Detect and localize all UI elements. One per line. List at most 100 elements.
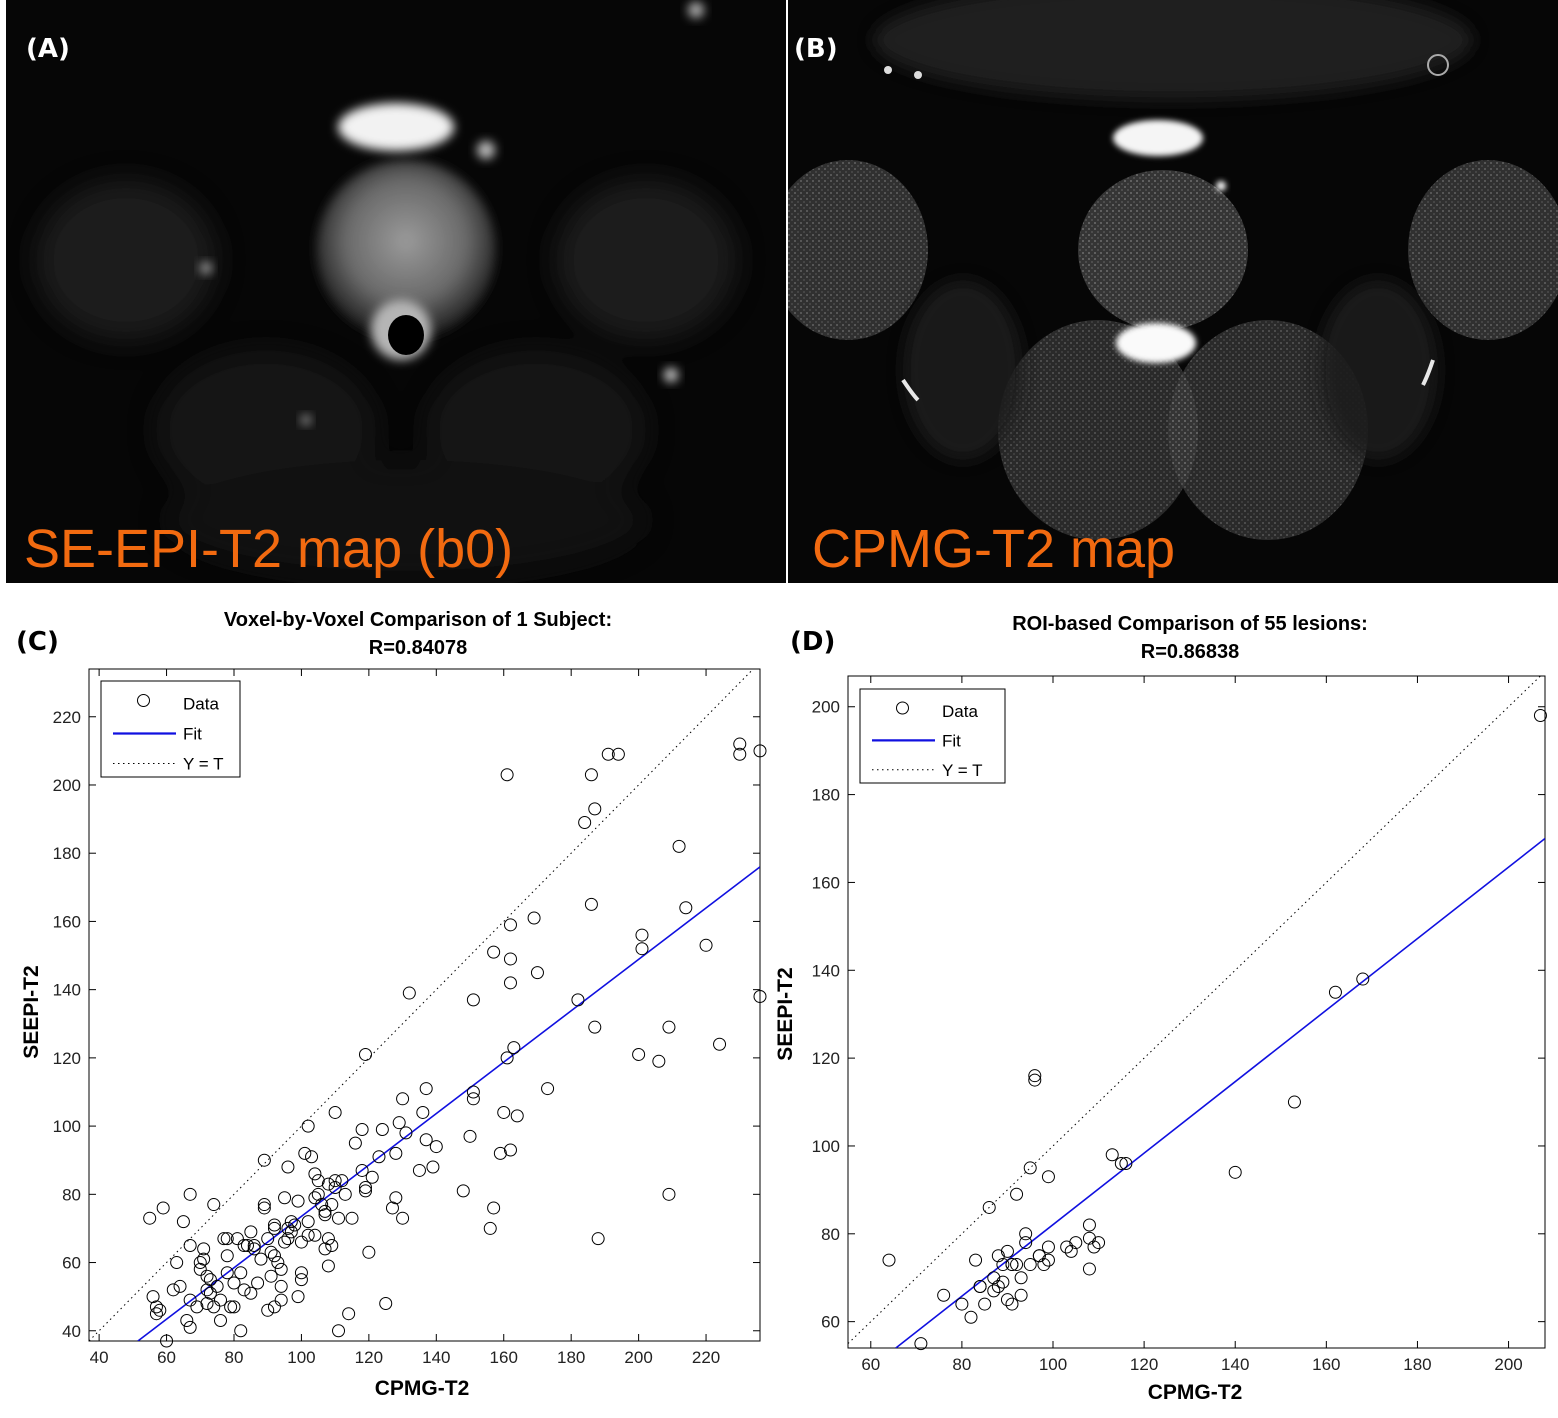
data-point	[149, 1300, 163, 1314]
data-point	[348, 1136, 362, 1150]
data-point	[328, 1105, 342, 1119]
data-point	[392, 1116, 406, 1130]
y-tick-label: 200	[812, 698, 840, 717]
data-point	[652, 1054, 666, 1068]
x-tick-label: 60	[157, 1348, 176, 1367]
legend-label: Fit	[942, 731, 961, 750]
y-tick-label: 100	[812, 1137, 840, 1156]
data-point	[1228, 1165, 1242, 1179]
y-tick-label: 180	[812, 786, 840, 805]
data-point	[1533, 709, 1547, 723]
data-point	[1114, 1157, 1128, 1171]
data-point	[301, 1119, 315, 1133]
data-point	[143, 1211, 157, 1225]
y-tick-label: 140	[812, 961, 840, 980]
data-point	[713, 1037, 727, 1051]
data-point	[996, 1275, 1010, 1289]
data-point	[355, 1163, 369, 1177]
data-point	[978, 1297, 992, 1311]
plot-area	[847, 675, 1546, 1349]
data-point	[1014, 1288, 1028, 1302]
data-point	[679, 901, 693, 915]
data-point	[402, 986, 416, 1000]
axis-ticks: 60 80 100 120 140 160 180 200 60 80 100 120 140 160 18…	[812, 676, 1545, 1374]
data-point	[214, 1293, 228, 1307]
data-point	[399, 1126, 413, 1140]
data-point	[416, 1105, 430, 1119]
data-point	[635, 928, 649, 942]
x-axis-label: CPMG-T2	[375, 1377, 470, 1400]
data-point	[321, 1232, 335, 1246]
panel-a-label: (A)	[26, 34, 70, 64]
data-point	[311, 1174, 325, 1188]
data-point	[389, 1146, 403, 1160]
legend-label: Fit	[183, 725, 202, 744]
data-point	[1082, 1262, 1096, 1276]
data-point	[190, 1300, 204, 1314]
data-point	[503, 952, 517, 966]
data-point	[288, 1218, 302, 1232]
x-tick-label: 200	[1494, 1355, 1522, 1374]
x-tick-label: 180	[557, 1348, 585, 1367]
data-point	[1005, 1297, 1019, 1311]
legend-marker-data	[137, 694, 150, 707]
data-point	[183, 1293, 197, 1307]
data-point	[662, 1187, 676, 1201]
y-tick-label: 120	[812, 1049, 840, 1068]
cpmg-t2-map-graphic	[788, 0, 1558, 583]
data-point	[456, 1184, 470, 1198]
data-point	[1119, 1157, 1133, 1171]
data-point	[385, 1201, 399, 1215]
data-point	[1010, 1187, 1024, 1201]
data-point	[429, 1140, 443, 1154]
legend: Data Fit Y = T	[859, 688, 1006, 784]
data-point	[964, 1310, 978, 1324]
data-point	[1041, 1240, 1055, 1254]
data-point	[274, 1262, 288, 1276]
x-tick-label: 160	[1312, 1355, 1340, 1374]
data-point	[969, 1253, 983, 1267]
panel-b-label: (B)	[794, 34, 838, 64]
data-point	[237, 1238, 251, 1252]
data-point	[247, 1238, 261, 1252]
data-point	[197, 1252, 211, 1266]
data-point	[1287, 1095, 1301, 1109]
data-point	[571, 993, 585, 1007]
data-point	[672, 839, 686, 853]
data-point	[466, 993, 480, 1007]
data-point	[210, 1279, 224, 1293]
data-point	[251, 1276, 265, 1290]
data-point	[220, 1232, 234, 1246]
data-point	[1082, 1218, 1096, 1232]
x-tick-label: 180	[1403, 1355, 1431, 1374]
data-point	[325, 1238, 339, 1252]
data-point	[160, 1334, 174, 1348]
data-point	[224, 1300, 238, 1314]
data-point	[281, 1232, 295, 1246]
data-point	[937, 1288, 951, 1302]
data-point	[379, 1296, 393, 1310]
data-point	[733, 747, 747, 761]
se-epi-t2-map-graphic	[6, 0, 786, 583]
data-point	[200, 1269, 214, 1283]
data-point	[308, 1228, 322, 1242]
panel-a-caption: SE-EPI-T2 map (b0)	[24, 519, 514, 579]
data-point	[365, 1170, 379, 1184]
data-point	[298, 1146, 312, 1160]
data-point	[1000, 1293, 1014, 1307]
data-point	[987, 1284, 1001, 1298]
data-point	[183, 1187, 197, 1201]
data-point	[146, 1290, 160, 1304]
data-point	[497, 1105, 511, 1119]
identity-line	[848, 676, 1542, 1344]
data-point	[1105, 1148, 1119, 1162]
y-tick-label: 220	[53, 708, 81, 727]
x-tick-label: 40	[90, 1348, 109, 1367]
y-tick-label: 40	[62, 1322, 81, 1341]
data-point	[197, 1242, 211, 1256]
data-point	[1005, 1258, 1019, 1272]
data-point	[176, 1215, 190, 1229]
data-point	[278, 1191, 292, 1205]
data-point	[281, 1221, 295, 1235]
